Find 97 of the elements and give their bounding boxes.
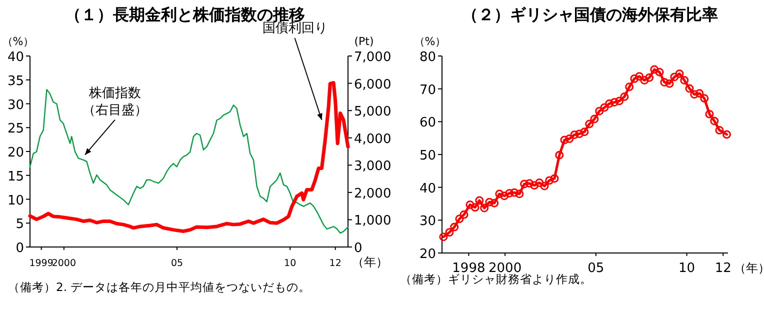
y-tick-label: 30 [419, 214, 436, 230]
point [635, 72, 644, 81]
annotation: 国債利回り [262, 20, 328, 36]
point [630, 74, 639, 83]
point [722, 130, 731, 139]
point [500, 192, 509, 200]
point [570, 130, 579, 140]
y-tick-label: 80 [419, 50, 436, 65]
y2-tick-label: 1,000 [354, 214, 392, 229]
y2-axis-title: (Pt) [354, 35, 374, 48]
point [520, 180, 529, 188]
point [590, 114, 599, 124]
point [585, 120, 594, 128]
point [595, 106, 604, 116]
x-tick-label: 05 [170, 258, 184, 269]
point [445, 228, 454, 237]
point [515, 190, 524, 198]
point [670, 72, 679, 82]
point [495, 190, 504, 198]
point [625, 82, 634, 92]
point [460, 210, 468, 219]
point [610, 98, 619, 107]
point [466, 200, 474, 209]
point [695, 89, 704, 98]
y2-tick-label: 0 [354, 241, 362, 256]
y-tick-label: 35 [7, 74, 24, 89]
y-tick-label: 60 [419, 116, 436, 131]
annotation: 株価指数（右目盛） [82, 86, 148, 118]
point [615, 96, 624, 106]
point [475, 196, 484, 205]
point [655, 68, 664, 76]
point [600, 103, 609, 112]
y-tick-label: 15 [7, 169, 24, 184]
y-tick-label: 70 [419, 82, 436, 98]
point [439, 232, 448, 242]
point [510, 188, 519, 197]
y2-tick-label: 7,000 [354, 50, 392, 65]
y-tick-label: 5 [16, 217, 24, 232]
y-tick-label: 20 [419, 247, 436, 262]
point [715, 126, 724, 134]
point [575, 130, 584, 138]
point [580, 128, 589, 136]
point [710, 116, 719, 126]
x-tick-label: 12 [329, 258, 342, 269]
point [665, 79, 674, 88]
point [490, 198, 499, 208]
x-axis-title: （年） [734, 261, 764, 275]
point [700, 94, 709, 103]
point [555, 150, 564, 160]
point [455, 214, 464, 224]
point [545, 176, 554, 185]
point [560, 136, 569, 144]
point [480, 204, 489, 212]
point [660, 78, 669, 87]
point [540, 182, 549, 190]
point [470, 203, 480, 212]
x-axis-title: （年） [352, 255, 388, 269]
y-tick-label: 50 [419, 148, 436, 164]
y-tick-label: 40 [419, 181, 436, 196]
point [690, 90, 699, 99]
point [640, 76, 649, 85]
point [675, 69, 684, 78]
point [535, 178, 544, 187]
point [685, 84, 694, 93]
y-axis-title: （%） [414, 35, 446, 48]
y2-tick-label: 6,000 [354, 77, 392, 92]
y-tick-label: 10 [7, 193, 24, 208]
point [485, 198, 494, 206]
point [565, 134, 574, 143]
y-tick-label: 25 [7, 122, 24, 137]
point [550, 174, 559, 183]
point [530, 181, 539, 190]
y-tick-label: 20 [7, 146, 24, 160]
point [450, 222, 459, 232]
y2-tick-label: 5,000 [354, 104, 392, 120]
text: （備考）2. データは各年の月中平均値をつないだもの。 [8, 280, 311, 294]
point [605, 99, 614, 108]
y-tick-label: 30 [7, 98, 24, 113]
x-tick-label: 10 [284, 258, 296, 269]
x-tick-label: 10 [678, 261, 696, 276]
y-axis-title: （%） [2, 35, 34, 48]
y-tick-label: 40 [7, 50, 24, 65]
point [620, 92, 629, 101]
x-tick-label: 12 [714, 261, 732, 276]
y2-tick-label: 4,000 [354, 132, 392, 147]
y-tick-label: 0 [16, 241, 24, 256]
x-tick-label: 1999 [29, 258, 54, 269]
point [505, 188, 514, 198]
chart-title: （２）ギリシャ国債の海外保有比率 [462, 5, 718, 24]
x-tick-label: 2000 [52, 258, 76, 269]
point [650, 65, 659, 74]
point [525, 179, 534, 188]
y2-tick-label: 3,000 [354, 159, 392, 174]
y2-tick-label: 2,000 [354, 186, 392, 202]
point [680, 76, 689, 85]
point [645, 73, 654, 82]
point [705, 110, 714, 118]
